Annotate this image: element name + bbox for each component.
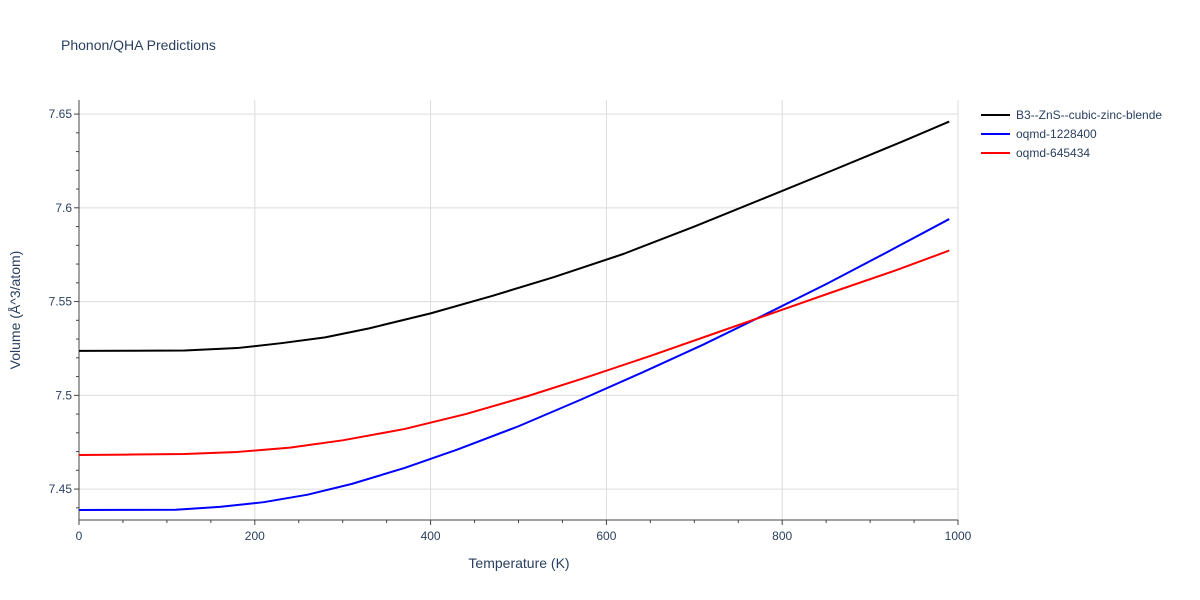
y-tick-label: 7.5 [55, 388, 72, 402]
y-tick-label: 7.55 [49, 295, 73, 309]
chart-title: Phonon/QHA Predictions [61, 37, 216, 53]
x-tick-label: 0 [76, 529, 83, 543]
legend-label: oqmd-1228400 [1016, 127, 1097, 141]
series-line-2 [78, 249, 950, 456]
axes [74, 100, 959, 525]
legend-label: B3--ZnS--cubic-zinc-blende [1016, 108, 1162, 122]
y-axis-title: Volume (Å^3/atom) [7, 251, 23, 370]
y-tick-label: 7.65 [49, 107, 73, 121]
legend-item-2[interactable]: oqmd-645434 [981, 146, 1090, 160]
legend-item-0[interactable]: B3--ZnS--cubic-zinc-blende [981, 108, 1162, 122]
series-lines [78, 120, 950, 512]
x-tick-label: 600 [596, 529, 616, 543]
series-line-0 [78, 120, 950, 352]
x-tick-label: 1000 [945, 529, 972, 543]
grid [79, 100, 959, 520]
series-line-1 [78, 218, 950, 512]
x-tick-label: 400 [421, 529, 441, 543]
x-tick-label: 200 [245, 529, 265, 543]
x-axis-title: Temperature (K) [468, 555, 569, 571]
x-tick-label: 800 [772, 529, 792, 543]
tick-labels: 0 200 400 600 800 1000 7.45 7.5 7.55 7.6 7.65 [49, 107, 972, 543]
legend-item-1[interactable]: oqmd-1228400 [981, 127, 1097, 141]
legend[interactable]: B3--ZnS--cubic-zinc-blende oqmd-1228400 oq… [981, 108, 1162, 160]
y-tick-label: 7.45 [49, 482, 73, 496]
legend-label: oqmd-645434 [1016, 146, 1090, 160]
y-tick-label: 7.6 [55, 201, 72, 215]
